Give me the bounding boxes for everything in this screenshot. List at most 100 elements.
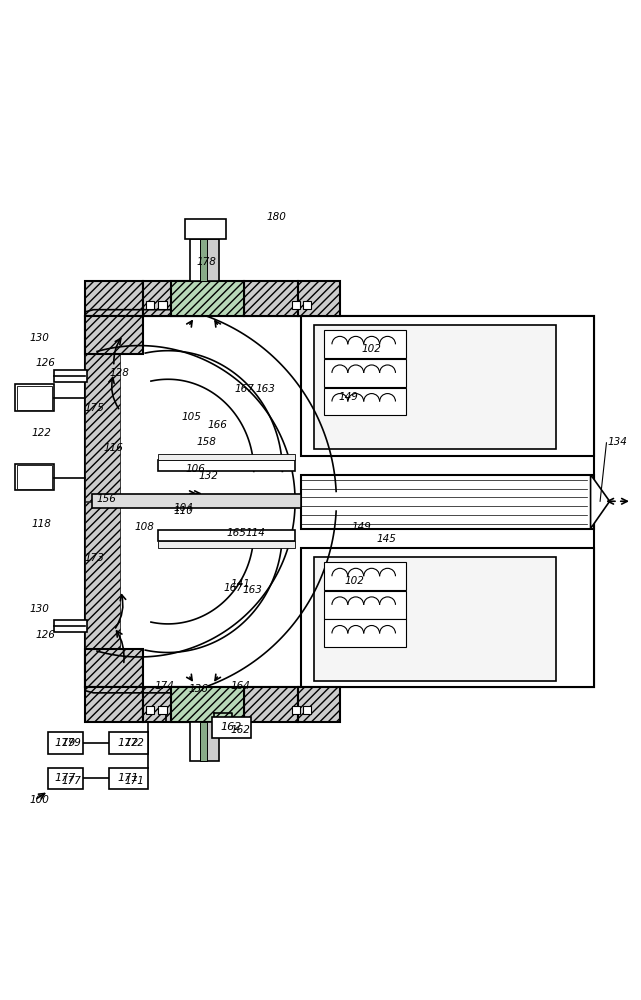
Bar [158,454,295,460]
Bar [54,620,87,632]
Bar [17,386,53,410]
Text: 118: 118 [31,519,51,529]
Bar [109,768,148,789]
Text: 180: 180 [267,212,287,222]
Bar [85,687,142,722]
Bar [301,548,594,687]
Bar [17,465,53,489]
Text: 110: 110 [173,506,193,516]
Text: 163: 163 [256,384,276,394]
Bar [158,530,295,541]
Text: 102: 102 [345,576,365,586]
Bar [47,768,83,789]
Bar [324,330,406,358]
Text: 149: 149 [338,392,358,402]
Bar [54,370,87,382]
Text: 164: 164 [230,681,250,691]
Text: 173: 173 [84,553,104,563]
Text: 136: 136 [188,684,208,694]
Bar [324,619,406,647]
Bar [142,687,203,722]
Text: 166: 166 [208,420,228,430]
Bar [212,717,251,738]
Bar [92,494,301,508]
Bar [142,281,203,316]
Text: 116: 116 [103,443,123,453]
Bar [171,687,244,722]
Bar [85,354,121,501]
Bar [47,732,83,754]
Text: 114: 114 [246,528,265,538]
Bar [292,301,300,309]
Bar [85,281,142,316]
Text: 134: 134 [608,437,628,447]
Bar [85,649,142,687]
Text: 128: 128 [110,368,129,378]
Text: 100: 100 [29,795,49,805]
Text: 108: 108 [135,522,155,532]
Bar [301,475,594,529]
Bar [190,239,204,281]
Bar [303,301,311,309]
Bar [190,722,204,761]
Bar [85,316,142,354]
Bar [324,388,406,415]
Text: 177: 177 [54,773,76,783]
Text: 149: 149 [351,522,371,532]
Text: 126: 126 [36,358,56,368]
Bar [158,541,295,548]
Text: 162: 162 [230,725,250,735]
Text: 179: 179 [54,738,76,748]
Bar [200,722,208,761]
Text: 171: 171 [125,776,145,786]
Bar [298,687,340,722]
Text: 122: 122 [31,428,51,438]
Text: 162: 162 [221,722,242,732]
Bar [324,359,406,387]
Text: 141: 141 [230,579,250,589]
Bar [85,316,594,687]
Bar [314,557,556,681]
Text: 156: 156 [97,494,117,504]
Bar [85,502,121,649]
Text: 130: 130 [29,604,49,614]
Text: 171: 171 [118,773,139,783]
Bar [146,301,154,309]
Text: 172: 172 [118,738,139,748]
Text: 104: 104 [173,503,193,513]
Bar [244,687,298,722]
Text: 165: 165 [226,528,246,538]
Bar [15,384,54,411]
Text: 167: 167 [235,384,254,394]
Text: 158: 158 [197,437,217,447]
Text: 130: 130 [29,333,49,343]
Bar [303,706,311,714]
Text: 163: 163 [243,585,263,595]
Text: 174: 174 [154,681,174,691]
Text: 132: 132 [199,471,219,481]
Text: 102: 102 [362,344,381,354]
Text: 178: 178 [197,257,217,267]
Text: 172: 172 [125,738,145,748]
Bar [244,281,298,316]
Bar [314,325,556,449]
Text: 179: 179 [62,738,81,748]
Text: 126: 126 [36,630,56,640]
Bar [185,219,226,239]
Text: 145: 145 [376,534,396,544]
Text: 175: 175 [84,403,104,413]
Bar [205,722,219,761]
Bar [324,591,406,619]
Text: 177: 177 [62,776,81,786]
Bar [200,239,208,281]
Bar [146,706,154,714]
Bar [301,316,594,456]
Bar [292,706,300,714]
Bar [158,301,167,309]
Bar [171,281,244,316]
Bar [205,239,219,281]
Polygon shape [590,475,610,529]
Text: 106: 106 [186,464,206,474]
Text: 105: 105 [182,412,202,422]
Text: 167: 167 [224,583,244,593]
